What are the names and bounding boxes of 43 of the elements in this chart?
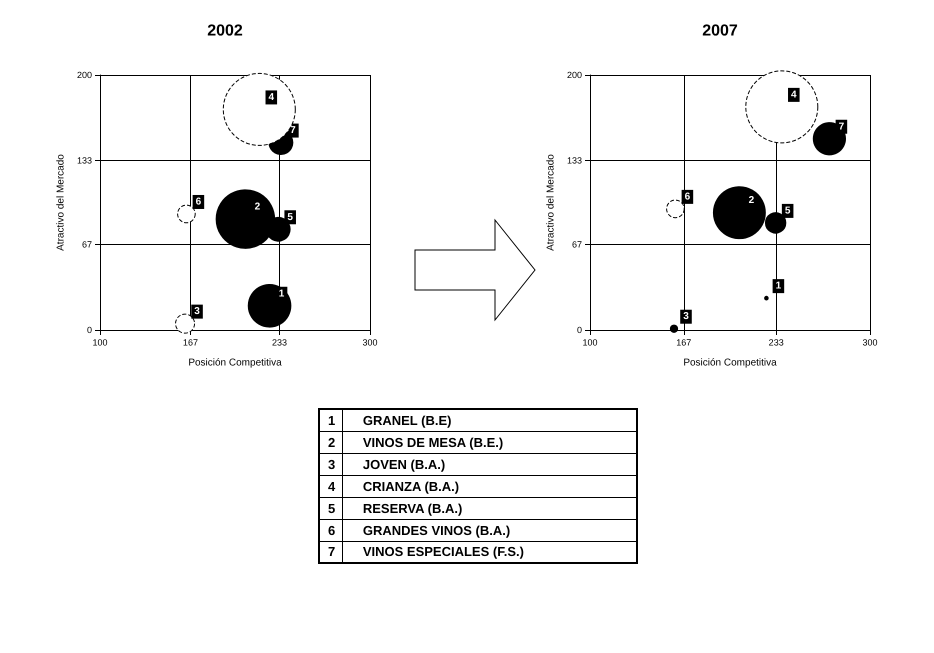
x-tick-label: 167 [182, 338, 198, 348]
series-label: 7 [838, 121, 845, 132]
series-label: 3 [194, 306, 200, 318]
series-label: 2 [254, 202, 261, 213]
x-axis-title: Posición Competitiva [188, 358, 282, 368]
series-label: 1 [278, 288, 285, 300]
series-label: 4 [268, 92, 275, 103]
text: 1 GRANEL (B.E) [319, 409, 637, 431]
series-label: 6 [684, 191, 691, 202]
text: 3 JOVEN (B.A.) [319, 453, 637, 475]
x-axis-title: Posición Competitiva [683, 358, 778, 368]
text: 4 CRIANZA (B.A.) [319, 475, 637, 497]
y-tick-label: 200 [76, 70, 92, 80]
y-tick-label: 67 [82, 240, 92, 250]
series-label: 6 [196, 196, 202, 208]
x-tick-label: 167 [676, 338, 692, 348]
series-label: 3 [683, 311, 690, 322]
text: 5 RESERVA (B.A.) [319, 497, 637, 519]
y-tick-label: 67 [572, 240, 582, 250]
y-tick-label: 133 [76, 155, 92, 166]
series-label: 5 [287, 212, 294, 223]
chart-title: 2007 [702, 22, 738, 40]
series-label: 7 [290, 125, 296, 136]
y-tick-label: 0 [576, 325, 582, 335]
text: 2 VINOS DE MESA (B.E.) [319, 431, 637, 453]
x-tick-label: 233 [768, 338, 784, 348]
y-tick-label: 0 [86, 325, 92, 335]
series-label: 5 [784, 205, 791, 216]
x-tick-label: 233 [272, 338, 288, 348]
series-label: 2 [748, 195, 755, 206]
y-axis-title: Atractivo del Mercado [56, 154, 66, 251]
text: 6 GRANDES VINOS (B.A.) [319, 519, 637, 541]
y-tick-label: 200 [566, 70, 582, 80]
x-tick-label: 100 [582, 338, 598, 348]
series-label: 4 [791, 89, 798, 100]
x-tick-label: 300 [862, 338, 878, 348]
chart-title: 2002 [207, 22, 243, 40]
x-tick-label: 300 [362, 338, 378, 348]
x-tick-label: 100 [92, 338, 108, 348]
y-tick-label: 133 [566, 155, 582, 166]
text: 7 VINOS ESPECIALES (F.S.) [319, 541, 637, 563]
series-label: 1 [776, 280, 782, 292]
y-axis-title: Atractivo del Mercado [546, 154, 556, 251]
